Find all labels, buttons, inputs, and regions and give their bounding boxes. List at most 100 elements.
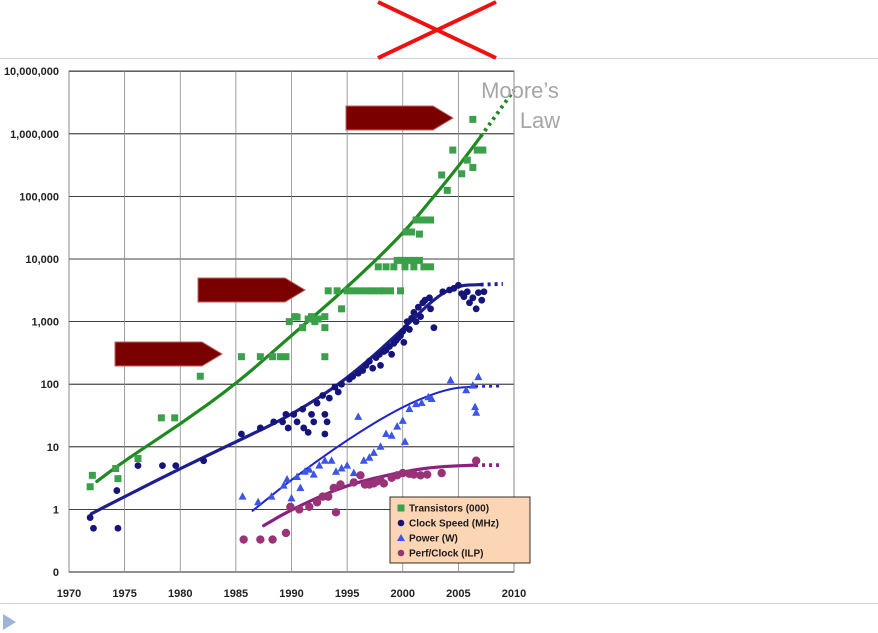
ilp-point: [305, 502, 314, 512]
clock-speed-point: [369, 364, 377, 372]
power-point: [327, 456, 336, 464]
transistor-point: [374, 263, 382, 271]
moores-law-annotation-line1: Moore’s: [481, 78, 559, 103]
power-point: [376, 442, 385, 450]
clock-speed-point: [410, 309, 418, 316]
clock-speed-point: [90, 524, 97, 532]
transistor-point: [393, 256, 401, 264]
clock-speed-point: [478, 296, 486, 304]
clock-speed-point: [472, 305, 480, 313]
power-point: [279, 481, 288, 489]
clock-speed-point: [86, 514, 94, 521]
transistor-point: [408, 228, 416, 236]
power-point: [254, 497, 263, 506]
transistor-point: [387, 287, 395, 295]
power-point: [359, 456, 368, 464]
clock-speed-point: [338, 380, 345, 388]
clock-speed-point: [414, 303, 422, 311]
power-point: [283, 475, 292, 483]
power-point: [387, 431, 396, 439]
right-arrow-shape: [197, 277, 306, 303]
x-tick-label: 2000: [391, 588, 415, 600]
clock-speed-point: [349, 373, 357, 380]
y-tick-label: 1,000: [31, 317, 59, 329]
transistor-point: [404, 256, 412, 264]
clock-speed-point: [304, 428, 312, 436]
power-point: [471, 402, 480, 411]
right-arrow-shape: [345, 105, 454, 131]
clock-speed-point: [134, 462, 142, 470]
ilp-point: [239, 535, 248, 544]
power-point: [398, 416, 407, 424]
transistor-point: [256, 353, 264, 361]
power-point: [309, 470, 318, 478]
ilp-point: [281, 528, 291, 538]
clock-speed-point: [159, 462, 166, 470]
ilp-point: [349, 478, 358, 487]
clock-speed-point: [463, 288, 471, 296]
transistor-point: [114, 475, 122, 483]
transistor-point: [338, 305, 346, 313]
ilp-point: [471, 456, 481, 465]
clock-speed-point: [114, 524, 122, 532]
transistor-point: [88, 471, 96, 479]
power-point: [320, 456, 329, 464]
transistor-point: [443, 186, 451, 194]
transistor-point: [415, 230, 423, 238]
power-point: [405, 404, 414, 413]
clock-speed-point: [331, 383, 339, 391]
ilp-point: [295, 505, 304, 514]
transistor-point: [196, 372, 204, 380]
y-tick-label: 0: [53, 567, 59, 579]
transistor-point: [399, 256, 407, 264]
power-point: [354, 412, 363, 420]
power-point: [365, 453, 374, 461]
transistor-point: [293, 313, 301, 321]
clock-speed-point: [299, 405, 307, 413]
legend-entry: Transistors (000): [409, 504, 489, 515]
transistor-point: [171, 414, 179, 422]
transistor-point: [375, 287, 383, 295]
x-tick-label: 1990: [279, 588, 303, 600]
power-point: [337, 464, 346, 472]
clock-speed-point: [200, 457, 208, 465]
transistor-point: [463, 156, 471, 164]
arrow-shapes: [114, 105, 454, 367]
x-tick-label: 1980: [168, 588, 192, 600]
clock-speed-point: [238, 430, 245, 438]
transistor-point: [397, 287, 405, 295]
transistor-point: [415, 256, 423, 264]
transistor-point: [157, 414, 165, 422]
clock-speed-point: [400, 338, 408, 346]
clock-speed-point: [466, 299, 473, 307]
transistor-point: [285, 318, 293, 326]
transistor-point: [402, 228, 410, 236]
clock-speed-point: [460, 293, 468, 301]
power-point: [300, 467, 309, 475]
clock-speed-point: [359, 367, 367, 374]
x-tick-label: 2005: [446, 588, 470, 600]
transistor-point: [469, 163, 477, 171]
transistor-point: [412, 216, 420, 224]
clock-speed-point: [469, 294, 477, 302]
clock-speed-point: [293, 418, 301, 426]
clock-speed-point: [427, 305, 434, 313]
ilp-point: [356, 471, 365, 480]
clock-speed-point: [426, 294, 433, 302]
legend-swatch-ilp: [397, 549, 405, 557]
power-point: [332, 467, 340, 475]
clock-speed-point: [313, 399, 321, 407]
transistor-point: [469, 115, 477, 123]
x-axis-tick-labels: 1970 1975 1980 1985 1990 1995 2000 2005 2010: [57, 588, 526, 600]
power-point: [349, 468, 358, 477]
power-point: [462, 385, 471, 394]
legend-swatch-clock: [397, 519, 405, 527]
clock-speed-point: [334, 388, 342, 396]
clock-speed-point: [319, 392, 327, 399]
transistor-point: [427, 263, 435, 271]
transistor-point: [134, 455, 142, 463]
ilp-point: [416, 471, 425, 480]
transistor-point: [308, 313, 316, 321]
legend-entry: Perf/Clock (ILP): [409, 549, 483, 560]
clock-speed-point: [282, 410, 290, 418]
